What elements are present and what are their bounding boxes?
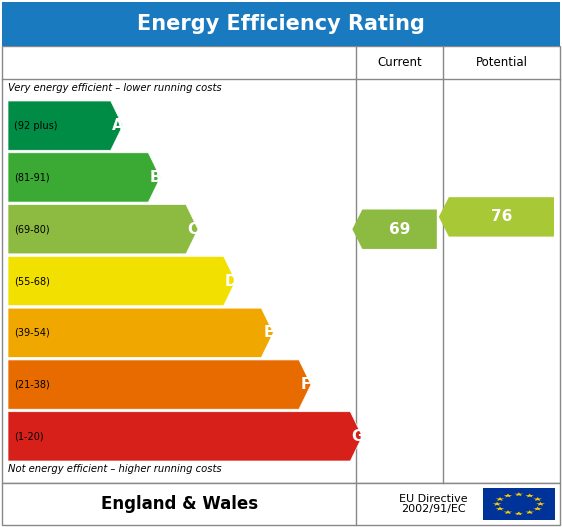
Text: (92 plus): (92 plus) [14,121,57,131]
Text: (69-80): (69-80) [14,224,49,234]
Polygon shape [8,256,235,306]
Text: (1-20): (1-20) [14,432,44,441]
Text: Energy Efficiency Rating: Energy Efficiency Rating [137,14,425,34]
Bar [2,2,560,46]
Polygon shape [496,507,505,511]
Polygon shape [525,510,534,514]
Polygon shape [352,210,437,249]
Text: G: G [351,429,364,444]
Polygon shape [496,497,505,501]
Text: (55-68): (55-68) [14,276,50,286]
Polygon shape [536,502,545,506]
Polygon shape [514,512,523,515]
Polygon shape [8,360,311,409]
Text: England & Wales: England & Wales [101,495,258,513]
Text: D: D [224,274,237,288]
Polygon shape [504,510,513,514]
Polygon shape [8,412,362,461]
Text: EU Directive: EU Directive [400,494,468,504]
Bar [483,488,555,520]
Text: 69: 69 [389,222,410,237]
Polygon shape [439,197,554,237]
Text: A: A [112,118,124,133]
Bar [2,46,560,483]
Text: Potential: Potential [475,56,527,69]
Polygon shape [525,494,534,497]
Polygon shape [8,153,160,202]
Text: 76: 76 [491,209,512,225]
Bar [2,483,560,525]
Text: Very energy efficient – lower running costs: Very energy efficient – lower running co… [8,83,221,93]
Polygon shape [514,492,523,496]
Polygon shape [504,494,513,497]
Polygon shape [493,502,501,506]
Polygon shape [533,497,542,501]
Text: Current: Current [377,56,422,69]
Polygon shape [8,308,273,357]
Text: (21-38): (21-38) [14,379,50,389]
Polygon shape [8,204,198,254]
Text: C: C [188,222,198,237]
Text: F: F [301,377,311,392]
Text: (39-54): (39-54) [14,328,50,338]
Text: Not energy efficient – higher running costs: Not energy efficient – higher running co… [8,464,221,474]
Text: 2002/91/EC: 2002/91/EC [401,504,466,514]
Text: E: E [263,325,274,340]
Polygon shape [8,101,123,150]
Polygon shape [533,507,542,511]
Text: B: B [149,170,161,185]
Text: (81-91): (81-91) [14,172,49,182]
